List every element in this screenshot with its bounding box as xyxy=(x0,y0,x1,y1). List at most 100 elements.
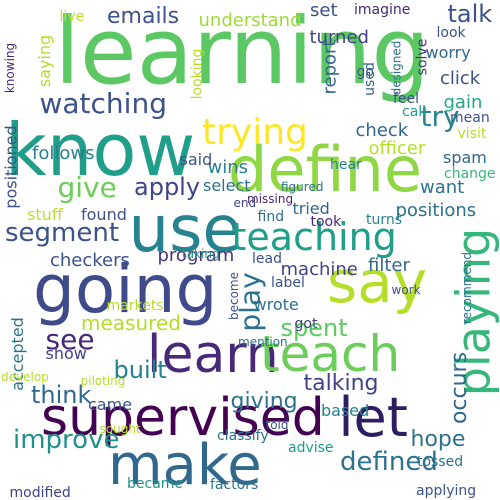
word-end: end xyxy=(233,196,257,210)
word-teaching: teaching xyxy=(231,215,397,259)
word-label: label xyxy=(271,275,305,291)
word-call: call xyxy=(402,104,427,120)
word-emails: emails xyxy=(107,4,180,29)
word-occurs: occurs xyxy=(447,351,473,425)
word-worry: worry xyxy=(425,43,471,62)
word-make: make xyxy=(108,433,262,498)
word-classify: classify xyxy=(217,428,269,444)
word-defined: defined xyxy=(340,447,438,477)
word-factors: factors xyxy=(210,477,259,493)
word-program: program xyxy=(157,245,235,266)
word-going: going xyxy=(33,251,218,328)
word-try: try xyxy=(420,100,460,133)
word-feel: feel xyxy=(393,91,420,107)
word-improve: improve xyxy=(13,425,120,455)
word-give: give xyxy=(57,171,117,204)
word-sought: sought xyxy=(99,422,141,436)
word-spam: spam xyxy=(443,148,487,167)
word-understand: understand xyxy=(198,10,302,31)
word-set: set xyxy=(310,0,338,21)
word-figured: figured xyxy=(281,180,324,194)
word-found: found xyxy=(81,205,127,224)
word-markets: markets xyxy=(106,298,164,314)
word-show: show xyxy=(45,344,87,363)
word-let: let xyxy=(338,386,408,449)
word-got: got xyxy=(294,316,318,332)
word-positions: positions xyxy=(395,200,477,221)
word-stuff: stuff xyxy=(27,205,63,224)
word-piloting: piloting xyxy=(80,374,126,388)
word-visit: visit xyxy=(457,126,487,142)
word-saying: saying xyxy=(35,34,55,88)
word-solve: solve xyxy=(413,38,430,76)
word-said: said xyxy=(179,150,213,169)
word-check: check xyxy=(355,120,409,141)
word-work: work xyxy=(391,283,421,297)
word-machine: machine xyxy=(280,259,358,280)
word-spent: spent xyxy=(280,314,348,342)
word-segment: segment xyxy=(5,218,120,248)
word-turned: turned xyxy=(309,27,369,48)
word-find: find xyxy=(257,209,285,225)
word-mention: mention xyxy=(238,335,288,349)
word-took: took xyxy=(310,214,342,230)
word-say: say xyxy=(327,248,428,316)
word-change: change xyxy=(444,166,496,182)
word-want: want xyxy=(420,177,465,198)
word-filter: filter xyxy=(368,255,410,276)
word-giving: giving xyxy=(230,389,298,414)
word-talking: talking xyxy=(303,371,379,396)
word-measured: measured xyxy=(81,311,181,335)
word-officer: officer xyxy=(368,138,426,159)
word-mean: mean xyxy=(450,110,490,126)
word-missing: missing xyxy=(247,192,294,206)
word-lead: lead xyxy=(252,251,282,267)
word-become: become xyxy=(227,271,242,321)
word-tossed: tossed xyxy=(417,454,464,470)
word-gain: gain xyxy=(443,92,483,113)
word-develop: develop xyxy=(1,370,49,384)
word-wrote: wrote xyxy=(253,295,299,314)
word-knowing: knowing xyxy=(3,42,18,94)
word-select: select xyxy=(203,176,251,195)
word-look: look xyxy=(436,25,466,41)
word-use: use xyxy=(128,193,242,267)
word-positioned: positioned xyxy=(1,125,21,209)
word-learning: learning xyxy=(54,0,430,105)
word-follows: follows xyxy=(32,143,95,164)
word-teach: teach xyxy=(260,325,401,383)
word-think: think xyxy=(31,381,92,409)
word-based: based xyxy=(321,401,370,420)
word-looking: looking xyxy=(188,48,205,100)
word-supervised: supervised xyxy=(41,388,325,448)
word-hear: hear xyxy=(330,157,362,173)
word-recommend: recommend xyxy=(459,252,474,324)
word-came: came xyxy=(88,395,133,414)
word-applying: applying xyxy=(416,483,477,499)
word-define: define xyxy=(228,133,422,206)
word-go: go xyxy=(356,64,374,80)
word-watching: watching xyxy=(39,87,167,120)
word-apply: apply xyxy=(134,173,201,201)
word-live: live xyxy=(59,9,85,25)
word-wins: wins xyxy=(207,157,249,178)
word-learn: learn xyxy=(147,325,279,385)
word-trying: trying xyxy=(202,112,308,153)
word-know: know xyxy=(5,108,196,192)
word-became: became xyxy=(127,476,184,492)
word-hope: hope xyxy=(410,427,466,452)
word-imagine: imagine xyxy=(354,2,411,18)
word-modified: modified xyxy=(9,485,71,500)
word-click: click xyxy=(440,68,481,89)
word-built: built xyxy=(113,356,167,384)
word-tried: tried xyxy=(292,199,330,218)
word-see: see xyxy=(45,323,95,356)
word-turns: turns xyxy=(366,212,403,228)
word-talk: talk xyxy=(447,0,493,28)
word-designed: designed xyxy=(388,40,403,96)
word-taking: taking xyxy=(182,247,220,261)
word-told: told xyxy=(265,418,289,432)
word-advise: advise xyxy=(288,440,334,456)
word-checkers: checkers xyxy=(50,250,130,271)
